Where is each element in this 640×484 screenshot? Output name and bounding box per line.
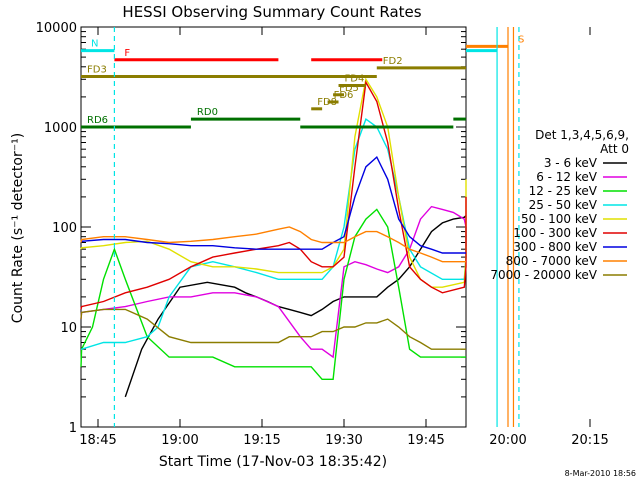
state-bar-label: FD3: [87, 64, 107, 75]
series-line-7: [80, 226, 466, 263]
legend-header-2: Att 0: [600, 142, 629, 156]
state-bar-label: N: [91, 39, 98, 50]
state-bar-label: RD6: [87, 115, 108, 126]
series-line-6: [80, 155, 466, 254]
series-line-0: [124, 215, 467, 398]
series-line-2: [80, 208, 466, 380]
legend-label: 800 - 7000 keV: [506, 254, 598, 268]
x-tick-label: 20:15: [571, 433, 608, 448]
legend-label: 100 - 300 keV: [513, 226, 597, 240]
x-tick-label: 18:45: [79, 433, 116, 448]
x-tick-label: 19:30: [325, 433, 362, 448]
legend-label: 3 - 6 keV: [544, 156, 598, 170]
y-tick-label: 10: [60, 321, 77, 336]
state-bar-label: FD6: [334, 90, 354, 101]
legend-label: 50 - 100 keV: [521, 212, 598, 226]
state-bar-label: S: [518, 34, 524, 45]
y-tick-label: 100: [52, 221, 77, 236]
footer-date: 8-Mar-2010 18:56: [565, 469, 636, 478]
state-bar-label: RD0: [197, 107, 218, 118]
chart-title: HESSI Observing Summary Count Rates: [122, 3, 421, 21]
state-bar-label: FD4: [345, 74, 365, 85]
state-bar-label: FD2: [383, 56, 403, 67]
state-bar-label: FD8: [317, 97, 337, 108]
x-tick-label: 19:45: [407, 433, 444, 448]
legend-label: 6 - 12 keV: [536, 170, 598, 184]
state-bar-label: FD5: [339, 83, 359, 94]
series-line-3: [81, 117, 467, 350]
x-axis-label: Start Time (17-Nov-03 18:35:42): [159, 454, 387, 470]
legend-label: 300 - 800 keV: [513, 240, 597, 254]
legend-label: 12 - 25 keV: [529, 184, 598, 198]
x-tick-label: 19:15: [243, 433, 280, 448]
series-line-8: [80, 308, 466, 350]
x-tick-label: 20:00: [489, 433, 526, 448]
legend-header-1: Det 1,3,4,5,6,9,: [535, 128, 629, 142]
y-tick-label: 1000: [44, 121, 77, 136]
series-line-5: [80, 80, 467, 310]
y-axis-label: Count Rate (s⁻¹ detector⁻¹): [10, 133, 26, 323]
series-line-1: [80, 205, 467, 359]
state-bar-label: F: [124, 48, 130, 59]
legend-label: 7000 - 20000 keV: [490, 268, 597, 282]
x-tick-label: 19:00: [161, 433, 198, 448]
y-tick-label: 1: [69, 421, 77, 436]
legend-label: 25 - 50 keV: [529, 198, 598, 212]
y-tick-label: 10000: [36, 21, 77, 36]
